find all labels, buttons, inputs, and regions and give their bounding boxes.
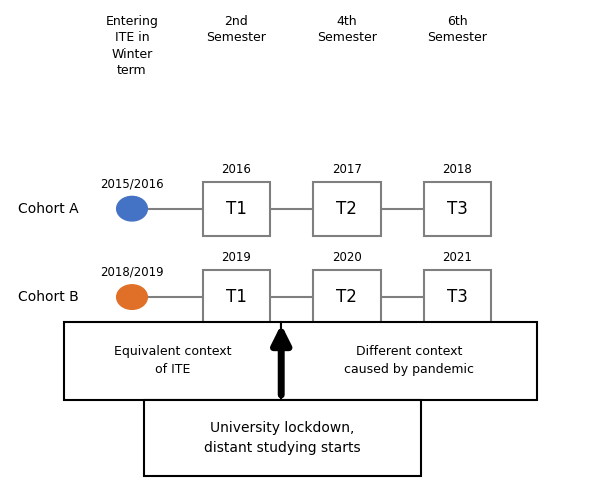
Text: 2021: 2021 [443, 251, 472, 264]
Text: T1: T1 [226, 288, 247, 306]
Text: T2: T2 [336, 200, 357, 218]
Bar [144, 400, 421, 476]
Text: 4th
Semester: 4th Semester [317, 15, 377, 44]
Text: Entering
ITE in
Winter
term: Entering ITE in Winter term [106, 15, 158, 77]
Text: 2016: 2016 [222, 163, 251, 176]
Bar [281, 322, 537, 400]
Text: 2018/2019: 2018/2019 [100, 266, 164, 279]
Text: 6th
Semester: 6th Semester [427, 15, 488, 44]
Text: 2020: 2020 [332, 251, 362, 264]
Text: Cohort B: Cohort B [18, 290, 79, 304]
Text: University lockdown,
distant studying starts: University lockdown, distant studying st… [204, 421, 361, 455]
Text: Equivalent context
of ITE: Equivalent context of ITE [114, 345, 231, 377]
Text: 2019: 2019 [222, 251, 251, 264]
Bar [64, 322, 281, 400]
Text: T1: T1 [226, 200, 247, 218]
Text: Cohort A: Cohort A [18, 202, 79, 216]
Bar [203, 270, 270, 324]
Text: Different context
caused by pandemic: Different context caused by pandemic [344, 345, 474, 377]
Text: 2017: 2017 [332, 163, 362, 176]
Bar [313, 182, 381, 236]
Circle shape [117, 285, 147, 309]
Bar [424, 270, 491, 324]
Text: 2018: 2018 [443, 163, 472, 176]
Bar [424, 182, 491, 236]
Text: T3: T3 [447, 200, 468, 218]
Text: 2015/2016: 2015/2016 [100, 178, 164, 191]
Bar [203, 182, 270, 236]
Text: T2: T2 [336, 288, 357, 306]
Circle shape [117, 196, 147, 221]
Bar [313, 270, 381, 324]
Text: 2nd
Semester: 2nd Semester [206, 15, 266, 44]
Text: T3: T3 [447, 288, 468, 306]
